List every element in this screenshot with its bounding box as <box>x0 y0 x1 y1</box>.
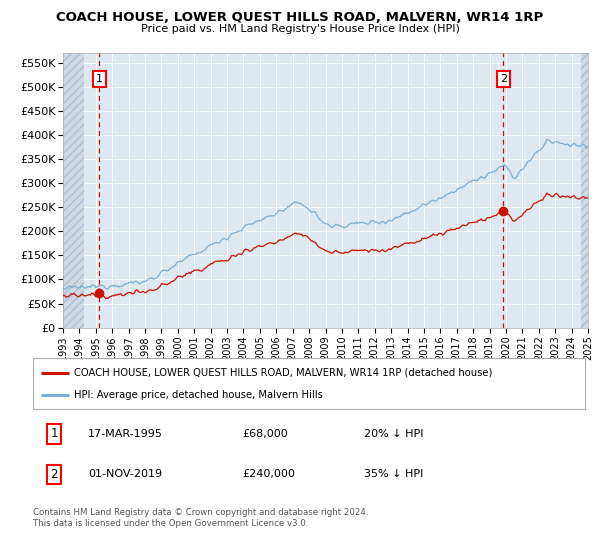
Text: £240,000: £240,000 <box>243 469 296 479</box>
Text: £68,000: £68,000 <box>243 429 289 439</box>
Text: Price paid vs. HM Land Registry's House Price Index (HPI): Price paid vs. HM Land Registry's House … <box>140 24 460 34</box>
Bar <box>581 53 588 328</box>
Text: 20% ↓ HPI: 20% ↓ HPI <box>364 429 424 439</box>
Text: COACH HOUSE, LOWER QUEST HILLS ROAD, MALVERN, WR14 1RP (detached house): COACH HOUSE, LOWER QUEST HILLS ROAD, MAL… <box>74 367 493 377</box>
Text: 35% ↓ HPI: 35% ↓ HPI <box>364 469 424 479</box>
Text: 01-NOV-2019: 01-NOV-2019 <box>88 469 163 479</box>
Text: 17-MAR-1995: 17-MAR-1995 <box>88 429 163 439</box>
Bar <box>63 53 83 328</box>
Text: 2: 2 <box>500 74 507 84</box>
Text: HPI: Average price, detached house, Malvern Hills: HPI: Average price, detached house, Malv… <box>74 390 323 400</box>
Text: 2: 2 <box>50 468 58 481</box>
Text: COACH HOUSE, LOWER QUEST HILLS ROAD, MALVERN, WR14 1RP: COACH HOUSE, LOWER QUEST HILLS ROAD, MAL… <box>56 11 544 24</box>
Text: 1: 1 <box>96 74 103 84</box>
Text: Contains HM Land Registry data © Crown copyright and database right 2024.
This d: Contains HM Land Registry data © Crown c… <box>33 508 368 528</box>
Text: 1: 1 <box>50 427 58 440</box>
